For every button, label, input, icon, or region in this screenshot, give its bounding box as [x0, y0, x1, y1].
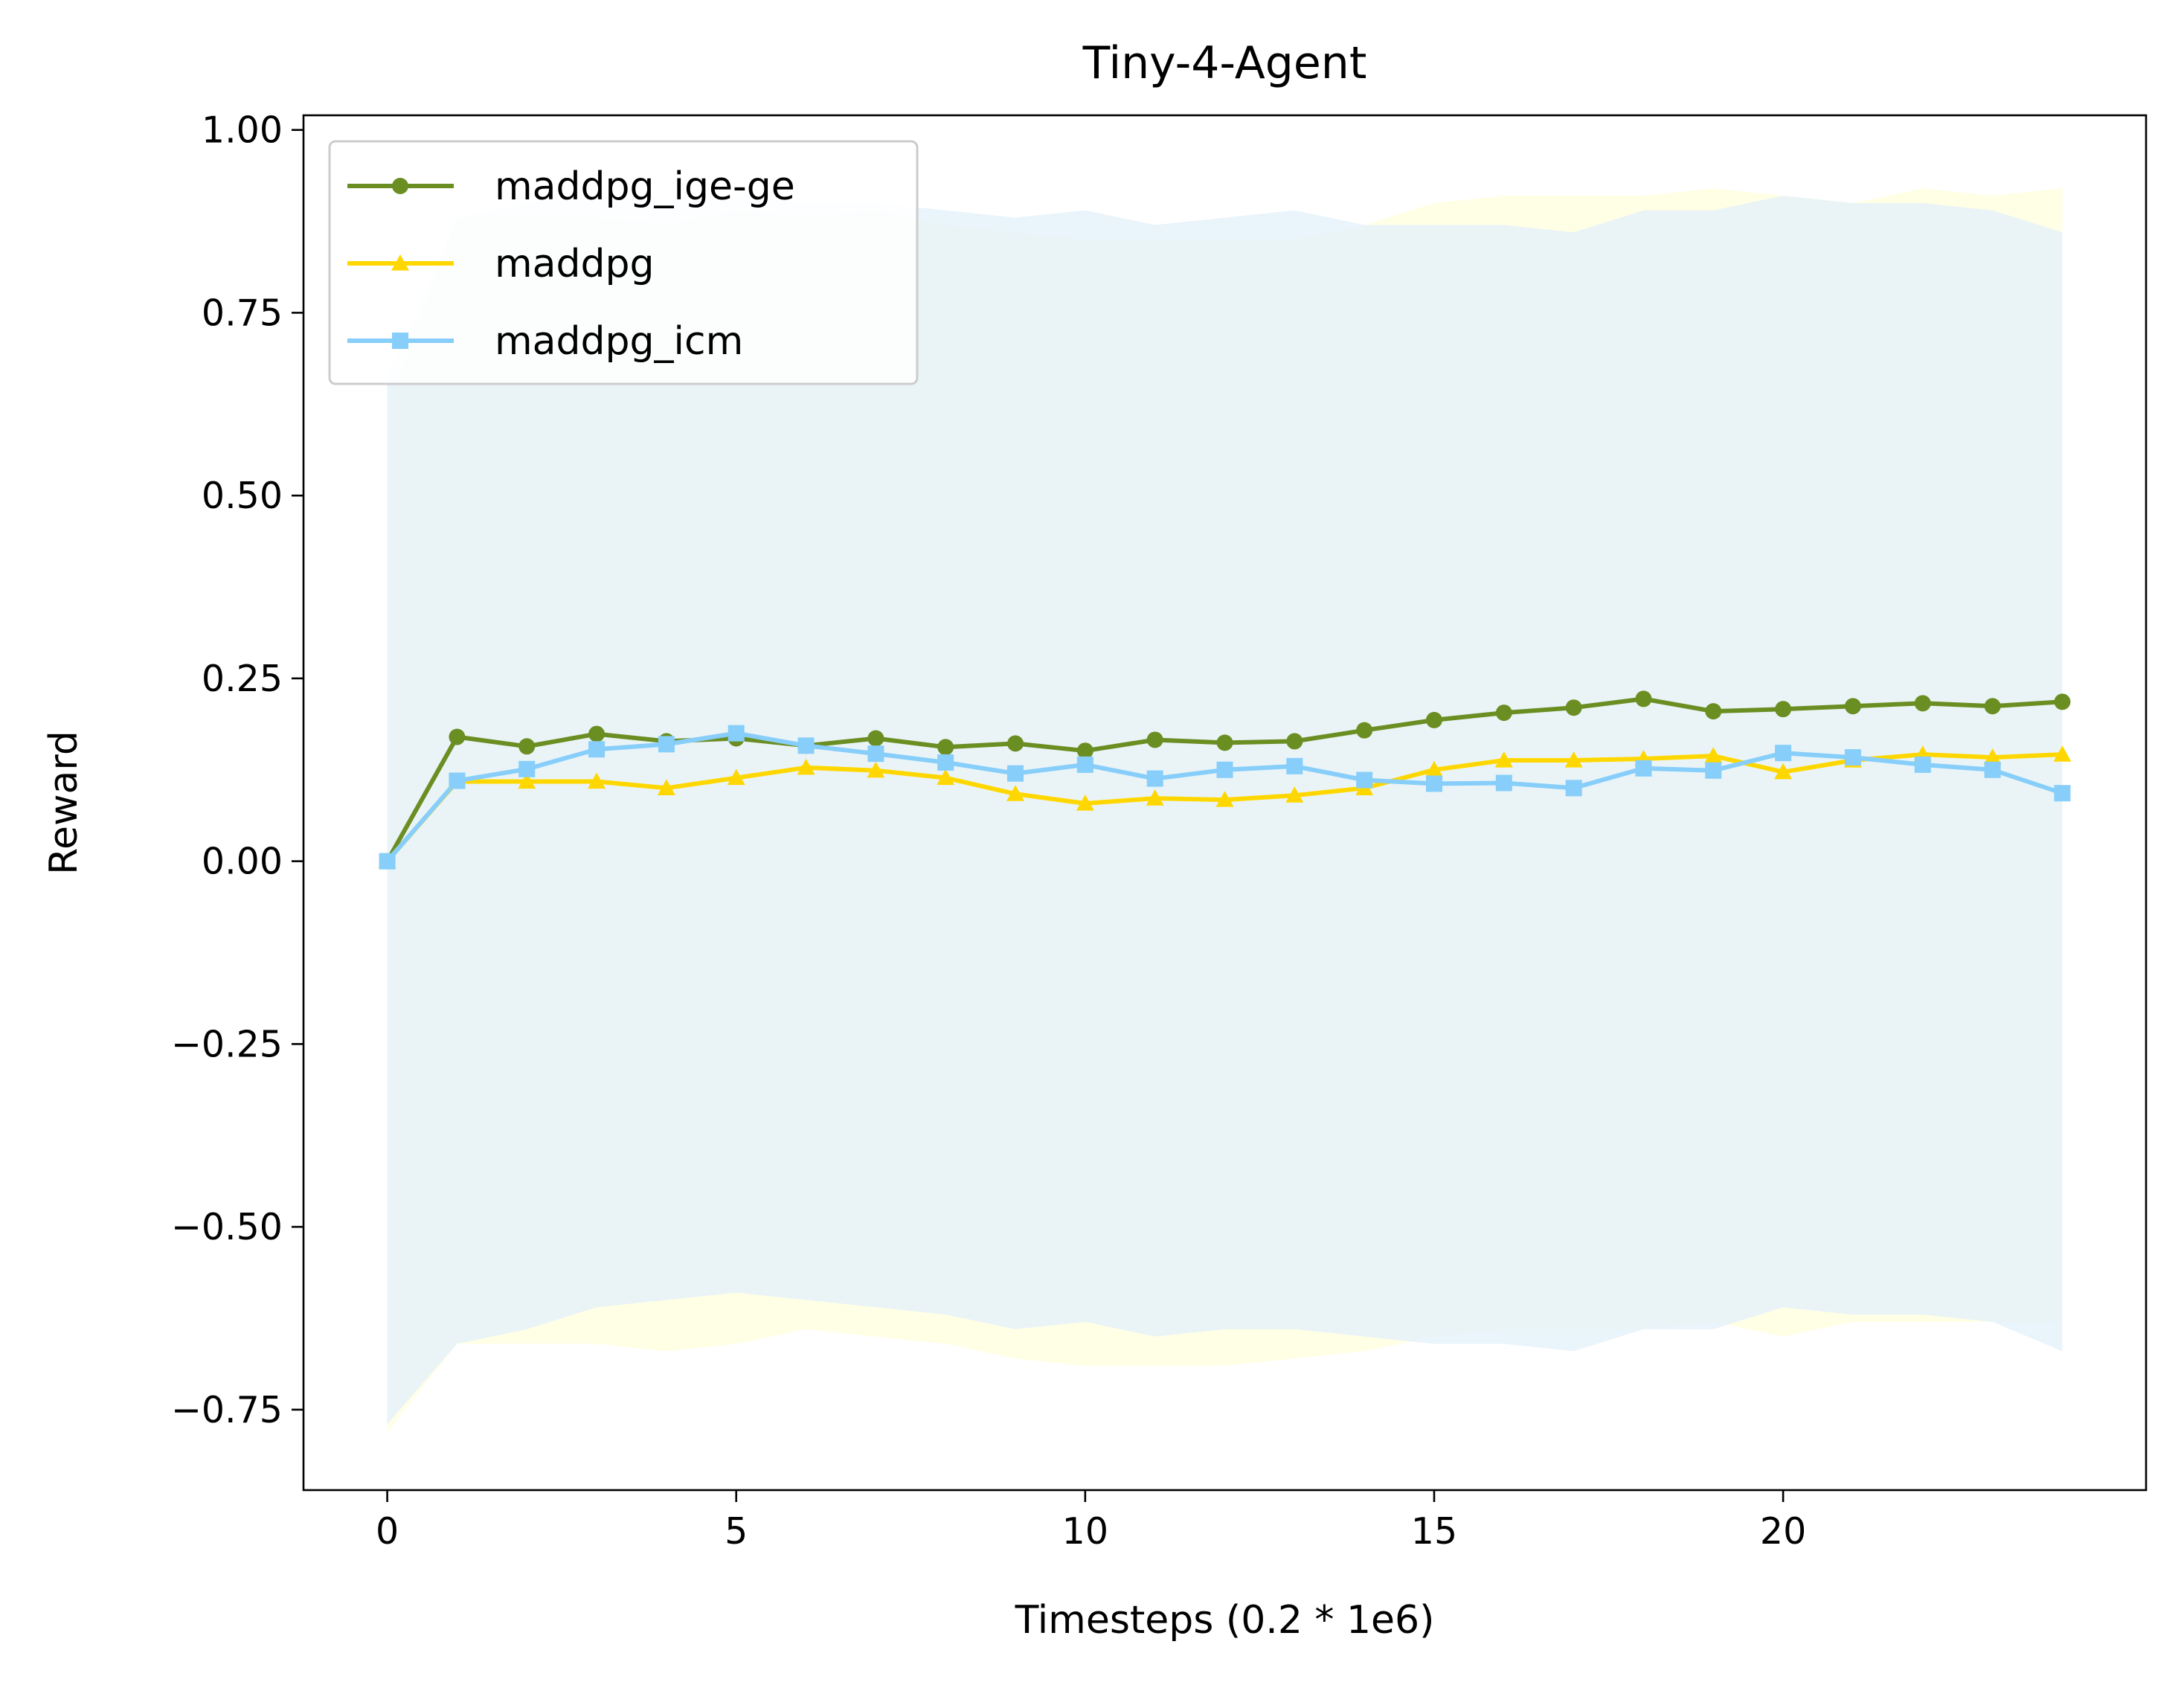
y-tick-label: 0.25	[202, 658, 283, 700]
marker-maddpg-9	[1006, 785, 1025, 801]
marker-maddpg_icm-7	[867, 745, 884, 763]
marker-maddpg_ige-ge-11	[1146, 731, 1163, 748]
marker-maddpg-17	[1564, 751, 1583, 768]
legend-label-maddpg: maddpg	[495, 242, 655, 286]
marker-maddpg_icm-10	[1076, 756, 1093, 773]
marker-maddpg_icm-14	[1356, 771, 1373, 789]
marker-maddpg-10	[1076, 794, 1094, 811]
marker-maddpg_ige-ge-3	[588, 725, 606, 742]
marker-maddpg_ige-ge-10	[1076, 742, 1093, 760]
marker-maddpg_icm-24	[2054, 785, 2071, 802]
y-tick-label: −0.50	[171, 1206, 283, 1248]
y-tick-label: 0.00	[202, 841, 283, 883]
marker-maddpg_icm-8	[937, 754, 954, 771]
marker-maddpg_ige-ge-22	[1914, 695, 1931, 712]
y-tick-label: −0.75	[171, 1389, 283, 1431]
marker-maddpg_ige-ge-1	[449, 728, 466, 745]
marker-maddpg_icm-23	[1984, 761, 2001, 778]
marker-maddpg-3	[588, 772, 606, 789]
marker-maddpg_ige-ge-2	[518, 738, 536, 755]
marker-maddpg_icm-22	[1914, 756, 1931, 773]
marker-maddpg_icm-13	[1286, 757, 1303, 774]
marker-maddpg-2	[518, 772, 536, 789]
x-axis-label: Timesteps (0.2 * 1e6)	[1015, 1598, 1435, 1643]
marker-maddpg_icm-9	[1007, 765, 1024, 782]
series-markers	[378, 690, 2072, 870]
confidence-bands	[387, 188, 2063, 1432]
marker-maddpg_icm-0	[379, 853, 396, 870]
marker-maddpg-23	[1983, 748, 2002, 765]
y-tick-label: 0.50	[202, 475, 283, 517]
marker-maddpg-15	[1425, 760, 1443, 777]
marker-maddpg_ige-ge-17	[1565, 699, 1582, 716]
legend-label-maddpg_ige-ge: maddpg_ige-ge	[495, 164, 795, 209]
marker-maddpg_icm-21	[1844, 749, 1861, 766]
marker-maddpg-19	[1704, 747, 1723, 763]
y-axis-ticks: 1.00 0.75 0.50 0.25 0.00 −0.25 −0.50 −0.75	[171, 109, 303, 1431]
marker-maddpg-6	[797, 758, 815, 775]
legend-box	[328, 140, 919, 385]
y-tick-label: −0.25	[171, 1023, 283, 1065]
marker-maddpg_ige-ge-20	[1775, 701, 1792, 718]
marker-maddpg_icm-4	[658, 736, 675, 753]
x-tick-label: 5	[725, 1510, 748, 1553]
chart-title: Tiny-4-Agent	[1082, 37, 1367, 89]
marker-maddpg-11	[1146, 789, 1164, 806]
marker-maddpg_ige-ge-18	[1635, 690, 1652, 707]
plot-area-frame	[302, 114, 2148, 1492]
marker-maddpg_icm-1	[449, 772, 466, 789]
marker-maddpg_icm-19	[1705, 762, 1722, 779]
x-tick-label: 0	[376, 1510, 399, 1553]
marker-maddpg_icm-5	[728, 725, 745, 742]
marker-maddpg_ige-ge-19	[1705, 703, 1722, 720]
legend-marker-maddpg	[391, 254, 409, 271]
marker-maddpg-12	[1215, 791, 1234, 807]
marker-maddpg-16	[1494, 751, 1513, 768]
marker-maddpg_icm-12	[1216, 761, 1233, 778]
marker-maddpg_icm-16	[1495, 774, 1512, 792]
marker-maddpg_ige-ge-13	[1286, 733, 1303, 750]
legend-marker-maddpg_ige-ge	[392, 178, 408, 194]
marker-maddpg_icm-15	[1425, 775, 1442, 792]
y-tick-label: 1.00	[202, 109, 283, 152]
marker-maddpg_ige-ge-9	[1007, 735, 1024, 752]
y-axis-label: Reward	[42, 731, 86, 875]
legend-marker-maddpg_icm	[392, 333, 408, 349]
marker-maddpg_icm-11	[1146, 770, 1163, 787]
x-tick-label: 10	[1062, 1510, 1108, 1553]
marker-maddpg_icm-20	[1775, 745, 1792, 762]
marker-maddpg_ige-ge-24	[2054, 693, 2071, 710]
marker-maddpg-8	[937, 768, 955, 786]
x-axis-ticks: 0 5 10 15 20	[376, 1490, 1806, 1553]
marker-maddpg-4	[657, 779, 675, 795]
marker-maddpg_icm-3	[588, 741, 606, 758]
marker-maddpg_ige-ge-23	[1984, 698, 2001, 715]
marker-maddpg_icm-17	[1565, 780, 1582, 797]
y-tick-label: 0.75	[202, 292, 283, 334]
x-tick-label: 20	[1760, 1510, 1806, 1553]
marker-maddpg_ige-ge-7	[867, 730, 884, 747]
marker-maddpg_ige-ge-21	[1844, 698, 1861, 715]
legend-label-maddpg_icm: maddpg_icm	[495, 319, 743, 364]
marker-maddpg-13	[1285, 786, 1304, 803]
marker-maddpg_ige-ge-8	[937, 739, 954, 756]
marker-maddpg_ige-ge-16	[1495, 705, 1512, 722]
marker-maddpg_ige-ge-14	[1356, 722, 1373, 739]
marker-maddpg-7	[867, 761, 885, 778]
marker-maddpg-20	[1774, 763, 1793, 780]
marker-maddpg-5	[727, 768, 745, 786]
x-tick-label: 15	[1411, 1510, 1457, 1553]
marker-maddpg_ige-ge-12	[1216, 734, 1233, 751]
marker-maddpg_icm-18	[1635, 760, 1652, 777]
marker-maddpg_ige-ge-15	[1425, 711, 1442, 728]
marker-maddpg_icm-6	[797, 737, 815, 754]
band-maddpg_icm	[387, 196, 2063, 1425]
marker-maddpg_icm-2	[518, 760, 536, 777]
marker-maddpg-24	[2053, 745, 2072, 762]
